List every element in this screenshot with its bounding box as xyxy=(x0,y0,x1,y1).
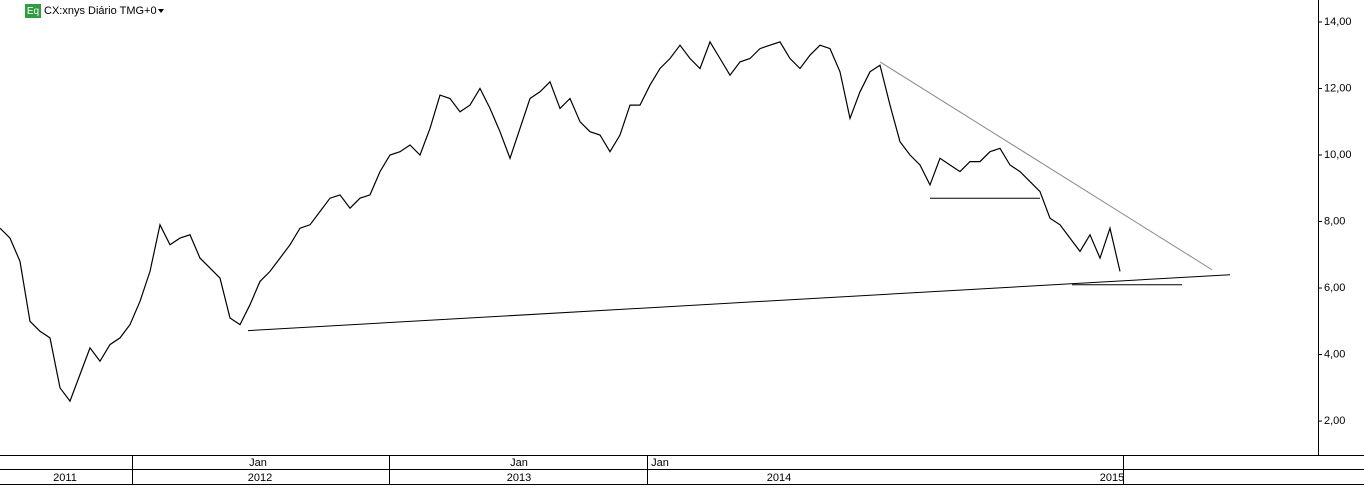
trendline xyxy=(879,61,1213,271)
y-tick-label: 10,00 xyxy=(1324,149,1352,161)
y-tick-label: 4,00 xyxy=(1324,348,1345,360)
year-label: 2013 xyxy=(507,472,531,484)
year-label: 2012 xyxy=(248,472,272,484)
y-tick-label: 2,00 xyxy=(1324,415,1345,427)
y-tick-label: 6,00 xyxy=(1324,282,1345,294)
badge-box xyxy=(25,4,41,18)
price-line xyxy=(0,40,1121,403)
trendline xyxy=(247,274,1231,332)
year-label: 2015 xyxy=(1100,472,1124,484)
period-separators xyxy=(132,455,1124,485)
y-tick-label: 8,00 xyxy=(1324,215,1345,227)
year-label: 2011 xyxy=(53,472,77,484)
y-tick-label: 12,00 xyxy=(1324,82,1352,94)
month-label: Jan xyxy=(651,457,669,469)
badge: Eq xyxy=(27,6,39,17)
dropdown-arrow[interactable] xyxy=(158,9,164,13)
month-label: Jan xyxy=(510,457,528,469)
chart-title[interactable]: CX:xnys Diário TMG+0 xyxy=(44,5,157,17)
month-label: Jan xyxy=(249,457,267,469)
year-label: 2014 xyxy=(767,472,791,484)
y-tick-label: 14,00 xyxy=(1324,16,1352,28)
